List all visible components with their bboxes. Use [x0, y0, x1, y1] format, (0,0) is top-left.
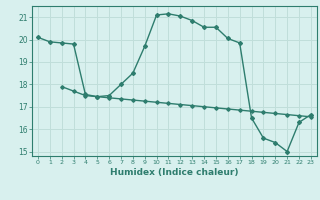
- X-axis label: Humidex (Indice chaleur): Humidex (Indice chaleur): [110, 168, 239, 177]
